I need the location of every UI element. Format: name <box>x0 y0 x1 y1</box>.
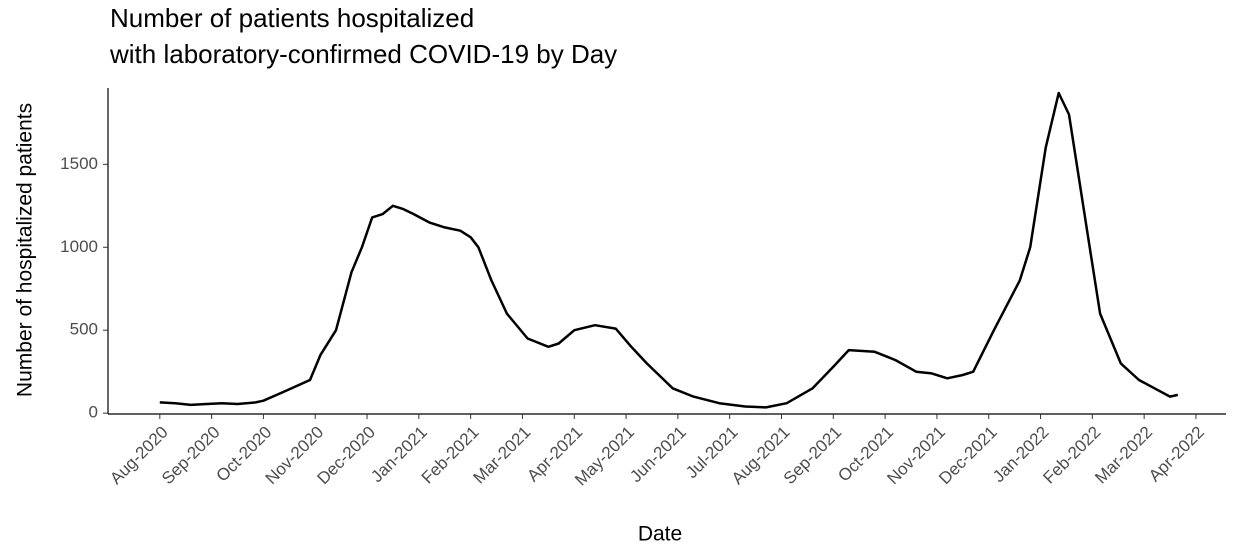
x-tick-label: Mar-2021 <box>470 423 535 488</box>
y-tick-label: 1500 <box>60 154 98 173</box>
y-tick-label: 500 <box>70 320 98 339</box>
y-axis-label: Number of hospitalized patients <box>14 103 37 397</box>
chart-title: with laboratory-confirmed COVID-19 by Da… <box>109 39 617 69</box>
x-axis-label: Date <box>638 523 682 546</box>
y-tick-label: 0 <box>89 403 98 422</box>
x-tick-label: Mar-2022 <box>1091 423 1156 488</box>
chart-title: Number of patients hospitalized <box>110 3 474 33</box>
x-tick-label: Apr-2022 <box>1145 423 1208 486</box>
line <box>159 91 1179 409</box>
y-tick-label: 1000 <box>60 237 98 256</box>
x-tick-label: Jun-2021 <box>626 423 690 487</box>
